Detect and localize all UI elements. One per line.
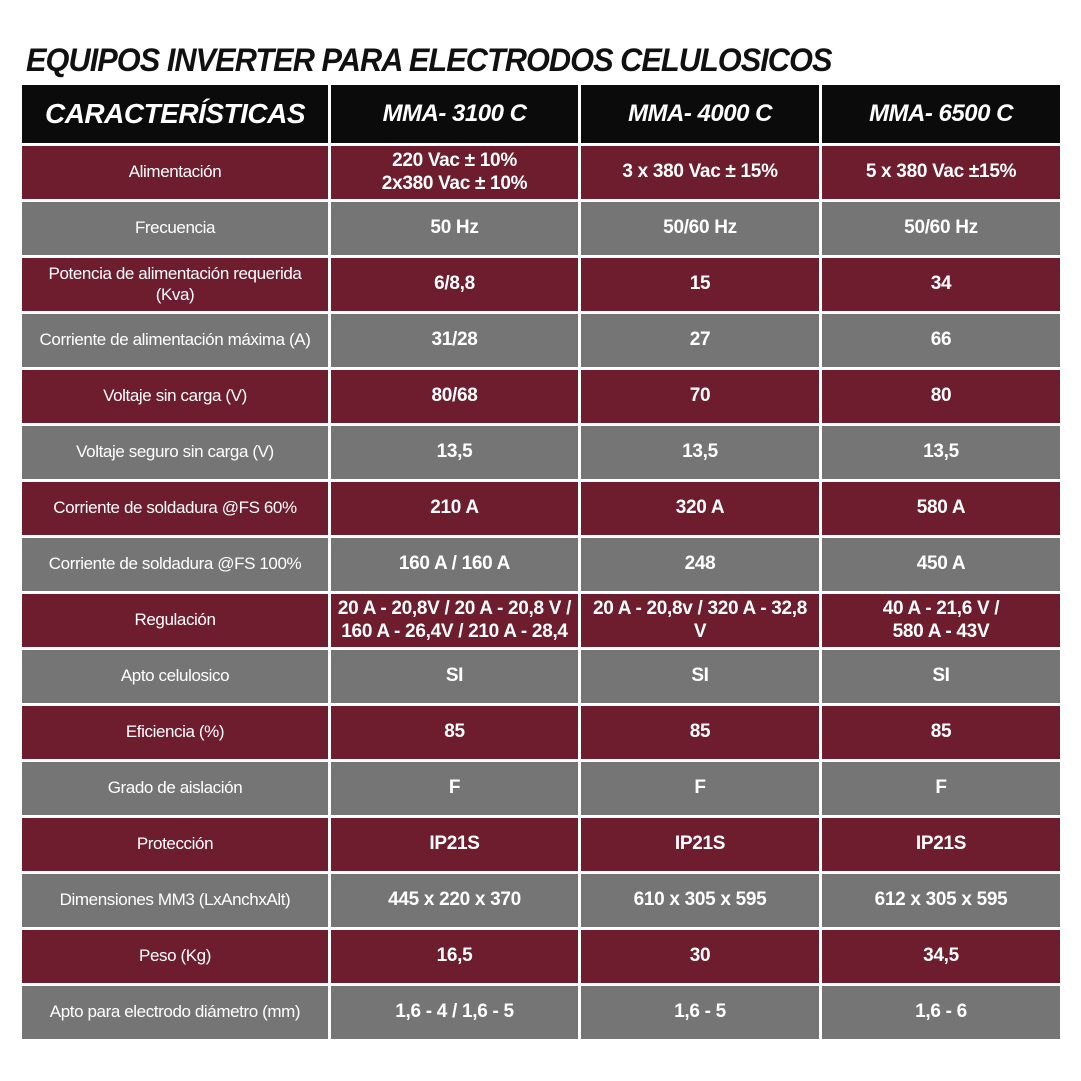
spec-row: Eficiencia (%) 85 85 85 <box>22 706 1060 759</box>
spec-row: Potencia de alimentación requerida (Kva)… <box>22 258 1060 311</box>
row-value: 20 A - 20,8V / 20 A - 20,8 V / 160 A - 2… <box>331 594 578 647</box>
spec-table: CARACTERÍSTICAS MMA- 3100 C MMA- 4000 C … <box>22 85 1060 1042</box>
row-label: Protección <box>22 818 328 871</box>
column-header-caracteristicas: CARACTERÍSTICAS <box>22 85 328 143</box>
row-value: 20 A - 20,8v / 320 A - 32,8 V <box>581 594 819 647</box>
row-value: 580 A <box>822 482 1060 535</box>
row-label: Frecuencia <box>22 202 328 255</box>
row-value: 27 <box>581 314 819 367</box>
row-value: 40 A - 21,6 V / 580 A - 43V <box>822 594 1060 647</box>
row-value: 50/60 Hz <box>581 202 819 255</box>
row-value: IP21S <box>822 818 1060 871</box>
row-value: 31/28 <box>331 314 578 367</box>
row-value: F <box>822 762 1060 815</box>
row-label: Dimensiones MM3 (LxAnchxAlt) <box>22 874 328 927</box>
row-value: F <box>581 762 819 815</box>
row-label: Peso (Kg) <box>22 930 328 983</box>
row-value: 13,5 <box>331 426 578 479</box>
spec-row: Peso (Kg) 16,5 30 34,5 <box>22 930 1060 983</box>
column-header-mma-4000c: MMA- 4000 C <box>581 85 819 143</box>
row-label: Apto para electrodo diámetro (mm) <box>22 986 328 1039</box>
row-value: 50 Hz <box>331 202 578 255</box>
spec-row: Protección IP21S IP21S IP21S <box>22 818 1060 871</box>
spec-row: Apto celulosico SI SI SI <box>22 650 1060 703</box>
row-label: Eficiencia (%) <box>22 706 328 759</box>
spec-row: Frecuencia 50 Hz 50/60 Hz 50/60 Hz <box>22 202 1060 255</box>
row-value: IP21S <box>581 818 819 871</box>
spec-row: Voltaje sin carga (V) 80/68 70 80 <box>22 370 1060 423</box>
spec-row: Corriente de soldadura @FS 100% 160 A / 1… <box>22 538 1060 591</box>
row-value: 34 <box>822 258 1060 311</box>
row-value: 612 x 305 x 595 <box>822 874 1060 927</box>
row-value: 160 A / 160 A <box>331 538 578 591</box>
row-value: 320 A <box>581 482 819 535</box>
row-value: 220 Vac ± 10% 2x380 Vac ± 10% <box>331 146 578 199</box>
row-value: 66 <box>822 314 1060 367</box>
row-value: 1,6 - 6 <box>822 986 1060 1039</box>
row-value: 445 x 220 x 370 <box>331 874 578 927</box>
row-value: 1,6 - 4 / 1,6 - 5 <box>331 986 578 1039</box>
row-value: 50/60 Hz <box>822 202 1060 255</box>
row-value: 34,5 <box>822 930 1060 983</box>
row-label: Voltaje seguro sin carga (V) <box>22 426 328 479</box>
row-value: 610 x 305 x 595 <box>581 874 819 927</box>
row-value: 70 <box>581 370 819 423</box>
row-value: SI <box>581 650 819 703</box>
spec-row: Grado de aislación F F F <box>22 762 1060 815</box>
row-label: Apto celulosico <box>22 650 328 703</box>
page-title: EQUIPOS INVERTER PARA ELECTRODOS CELULOS… <box>26 42 832 78</box>
row-value: 30 <box>581 930 819 983</box>
row-label: Regulación <box>22 594 328 647</box>
column-header-mma-6500c: MMA- 6500 C <box>822 85 1060 143</box>
spec-row: Apto para electrodo diámetro (mm) 1,6 - 4… <box>22 986 1060 1039</box>
spec-row: Regulación 20 A - 20,8V / 20 A - 20,8 V /… <box>22 594 1060 647</box>
row-label: Alimentación <box>22 146 328 199</box>
spec-row: Corriente de alimentación máxima (A) 31/2… <box>22 314 1060 367</box>
row-value: 80 <box>822 370 1060 423</box>
row-value: SI <box>331 650 578 703</box>
spec-row: Dimensiones MM3 (LxAnchxAlt) 445 x 220 x … <box>22 874 1060 927</box>
row-value: IP21S <box>331 818 578 871</box>
row-value: 6/8,8 <box>331 258 578 311</box>
row-value: 13,5 <box>581 426 819 479</box>
row-value: 16,5 <box>331 930 578 983</box>
row-value: 80/68 <box>331 370 578 423</box>
row-value: 3 x 380 Vac ± 15% <box>581 146 819 199</box>
row-value: 85 <box>331 706 578 759</box>
row-value: 85 <box>581 706 819 759</box>
row-label: Corriente de soldadura @FS 100% <box>22 538 328 591</box>
row-value: SI <box>822 650 1060 703</box>
row-value: 85 <box>822 706 1060 759</box>
row-label: Grado de aislación <box>22 762 328 815</box>
row-label: Corriente de soldadura @FS 60% <box>22 482 328 535</box>
row-value: 5 x 380 Vac ±15% <box>822 146 1060 199</box>
row-value: 248 <box>581 538 819 591</box>
table-body: Alimentación 220 Vac ± 10% 2x380 Vac ± 10… <box>22 146 1060 1039</box>
row-value: F <box>331 762 578 815</box>
row-label: Corriente de alimentación máxima (A) <box>22 314 328 367</box>
spec-row: Alimentación 220 Vac ± 10% 2x380 Vac ± 10… <box>22 146 1060 199</box>
row-label: Potencia de alimentación requerida (Kva) <box>22 258 328 311</box>
row-value: 13,5 <box>822 426 1060 479</box>
row-value: 210 A <box>331 482 578 535</box>
spec-row: Voltaje seguro sin carga (V) 13,5 13,5 13,5 <box>22 426 1060 479</box>
spec-row: Corriente de soldadura @FS 60% 210 A 320 A… <box>22 482 1060 535</box>
table-header-row: CARACTERÍSTICAS MMA- 3100 C MMA- 4000 C … <box>22 85 1060 143</box>
row-value: 15 <box>581 258 819 311</box>
row-value: 450 A <box>822 538 1060 591</box>
column-header-mma-3100c: MMA- 3100 C <box>331 85 578 143</box>
row-value: 1,6 - 5 <box>581 986 819 1039</box>
row-label: Voltaje sin carga (V) <box>22 370 328 423</box>
